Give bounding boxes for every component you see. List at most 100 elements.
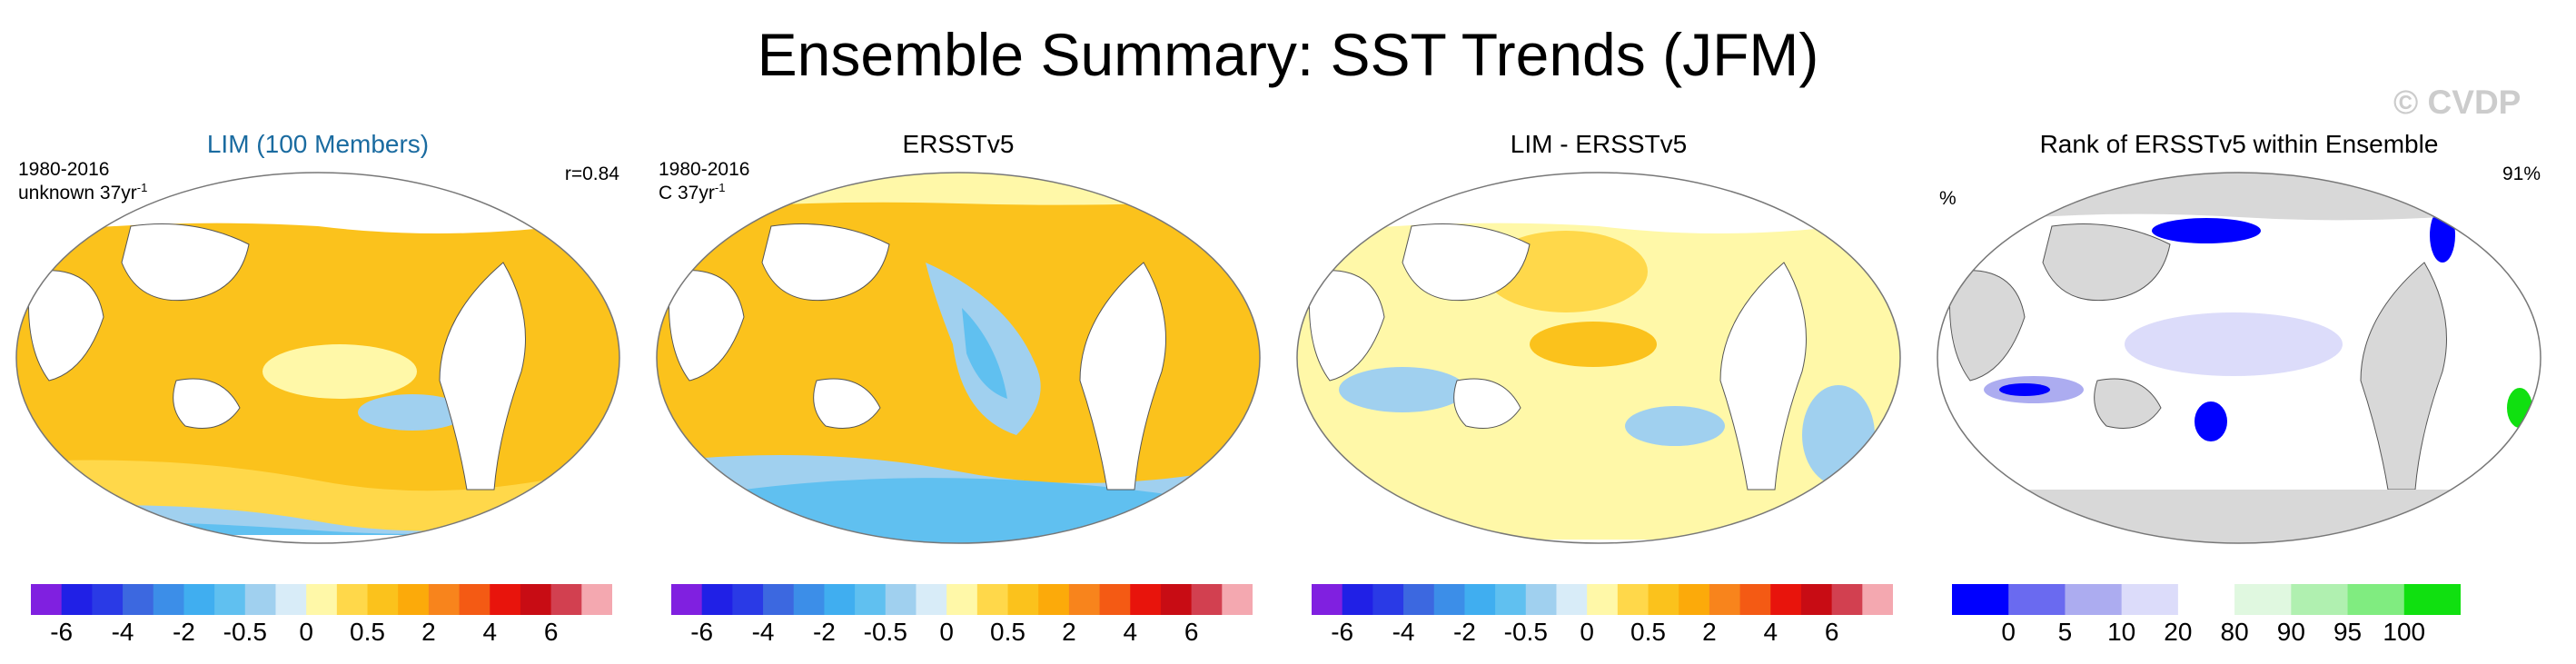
trend-map (15, 172, 620, 544)
colorbar-box (885, 584, 917, 615)
colorbar-tick-label: -0.5 (863, 618, 907, 646)
colorbar-tick-label: 0.5 (350, 618, 385, 646)
colorbar-tick-label: -2 (172, 618, 195, 646)
colorbar-box (2177, 584, 2235, 615)
land-americas (439, 262, 526, 491)
colorbar-box (855, 584, 887, 615)
land-asia (121, 223, 250, 302)
colorbar-tick-label: -6 (690, 618, 714, 646)
ocean-rank-min-indian (1999, 383, 2050, 396)
colorbar-box (1372, 584, 1404, 615)
colorbar-tick-label: 4 (1763, 618, 1778, 646)
colorbar-box (1342, 584, 1373, 615)
colorbar-tick-label: -6 (50, 618, 74, 646)
colorbar-tick-label: 95 (2333, 618, 2363, 646)
colorbar-tick-label: 2 (1702, 618, 1717, 646)
colorbar-box (367, 584, 399, 615)
colorbar-tick-label: -4 (111, 618, 134, 646)
colorbar-box (183, 584, 215, 615)
colorbar-box (428, 584, 461, 615)
land-australia (813, 378, 881, 429)
colorbar (31, 584, 612, 615)
colorbar-box (916, 584, 947, 615)
colorbar-box (214, 584, 246, 615)
antarctica (16, 535, 619, 543)
colorbar-box (1770, 584, 1802, 615)
colorbar-box (61, 584, 93, 615)
panel-title: LIM (100 Members) (206, 130, 430, 158)
colorbar-box (2347, 584, 2405, 615)
page-title: Ensemble Summary: SST Trends (JFM) (757, 21, 1819, 88)
colorbar-tick-label: 20 (2164, 618, 2193, 646)
colorbar-box (520, 584, 552, 615)
colorbar-tick-label: 10 (2107, 618, 2136, 646)
units-label: C 37yr-1 (659, 181, 726, 203)
land-australia (1453, 378, 1521, 429)
colorbar-box (581, 584, 612, 615)
colorbar-box (490, 584, 521, 615)
colorbar-box (1099, 584, 1131, 615)
colorbar-box (1312, 584, 1343, 615)
colorbar-box (123, 584, 154, 615)
colorbar-labels: -6 -4 -2 -0.5 0 0.5 2 4 6 (671, 618, 1243, 654)
colorbar-tick-label: -0.5 (223, 618, 267, 646)
map-outline (1296, 172, 1901, 544)
colorbar-box (1160, 584, 1193, 615)
ocean-south-pacific-cool (1625, 406, 1725, 446)
panel-title: LIM - ERSSTv5 (1510, 130, 1688, 158)
colorbar-box (1130, 584, 1162, 615)
land-americas (1719, 262, 1807, 491)
colorbar-tick-label: 6 (1824, 618, 1839, 646)
ocean-rank-min-north (2152, 218, 2261, 243)
antarctica (1937, 490, 2541, 543)
colorbar-tick-label: 0 (299, 618, 313, 646)
land-asia (1402, 223, 1531, 302)
colorbar-tick-label: 4 (482, 618, 498, 646)
land-asia (2042, 223, 2171, 302)
colorbar-tick-label: -4 (751, 618, 775, 646)
units-label: unknown 37yr-1 (18, 181, 148, 203)
colorbar-box (1464, 584, 1496, 615)
colorbar-box (2008, 584, 2066, 615)
colorbar-box (1495, 584, 1527, 615)
arctic-land (1297, 173, 1900, 235)
colorbar-box (1433, 584, 1466, 615)
period-label: 1980-2016 (659, 159, 750, 180)
colorbar-box (153, 584, 185, 615)
land-africa (1949, 270, 2026, 382)
colorbar-box (2234, 584, 2292, 615)
percent-value: 91% (2502, 164, 2541, 184)
colorbar-box (2121, 584, 2179, 615)
panel-title: Rank of ERSSTv5 within Ensemble (2039, 130, 2439, 158)
colorbar (671, 584, 1253, 615)
ocean-east-pacific-cool (358, 394, 467, 431)
map-outline (1937, 172, 2541, 544)
panel-lim: LIM (100 Members) 1980-2016 unknown 37yr… (0, 123, 636, 664)
colorbar-tick-label: -4 (1392, 618, 1415, 646)
colorbar-box (1709, 584, 1741, 615)
colorbar-box (1403, 584, 1435, 615)
colorbar-box (306, 584, 338, 615)
colorbar-tick-label: 6 (1184, 618, 1199, 646)
land-africa (28, 270, 104, 382)
colorbar-box (2065, 584, 2123, 615)
colorbar-tick-label: 90 (2276, 618, 2305, 646)
colorbar-box (1587, 584, 1619, 615)
colorbar-box (2291, 584, 2349, 615)
colorbar-box (1007, 584, 1039, 615)
colorbar-labels: -6 -4 -2 -0.5 0 0.5 2 4 6 (1312, 618, 1884, 654)
colorbar-box (671, 584, 703, 615)
panel-rank: Rank of ERSSTv5 within Ensemble % 91% 0 5… (1921, 123, 2557, 664)
colorbar-box (1862, 584, 1893, 615)
colorbar-box (824, 584, 856, 615)
colorbar-box (976, 584, 1009, 615)
panel-title: ERSSTv5 (902, 130, 1015, 158)
ocean-pacific-pale (263, 344, 417, 399)
panel-ersst: ERSSTv5 1980-2016 C 37yr-1 -6 -4 -2 -0.5 0 0.… (640, 123, 1276, 664)
colorbar-labels: -6 -4 -2 -0.5 0 0.5 2 4 6 (31, 618, 603, 654)
colorbar-box (1679, 584, 1710, 615)
colorbar-box (1525, 584, 1558, 615)
colorbar-tick-label: 2 (421, 618, 436, 646)
trend-map (1296, 172, 1901, 544)
map-outline (15, 172, 620, 544)
